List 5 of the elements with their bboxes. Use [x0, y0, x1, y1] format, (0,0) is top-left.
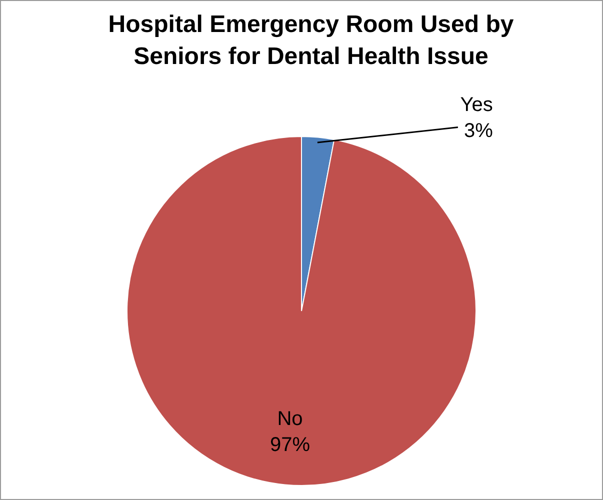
slice-label: Yes [460, 94, 493, 116]
data-label: 97% [270, 434, 310, 456]
slice-label: No [277, 408, 303, 430]
data-label: 3% [464, 120, 494, 142]
chart-title: Hospital Emergency Room Used by Seniors for Dental Health Issue [107, 10, 515, 72]
